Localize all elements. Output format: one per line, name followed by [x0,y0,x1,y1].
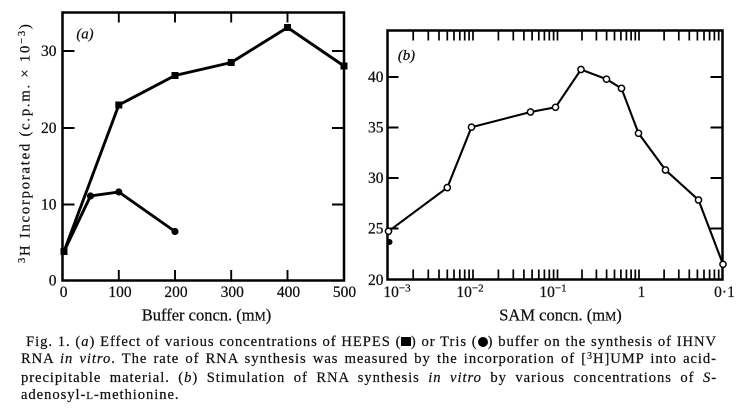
svg-text:30: 30 [368,170,384,187]
svg-text:500: 500 [333,284,357,301]
svg-text:0: 0 [49,273,57,290]
svg-text:Buffer concn. (mM): Buffer concn. (mM) [142,306,272,325]
svg-text:10−2: 10−2 [456,283,483,302]
svg-text:1: 1 [638,284,646,301]
svg-text:20: 20 [41,120,57,137]
svg-text:10: 10 [41,197,57,214]
svg-text:(b): (b) [398,48,415,64]
svg-text:400: 400 [277,284,301,301]
svg-text:0: 0 [60,284,68,301]
svg-text:25: 25 [368,221,384,238]
svg-text:10−3: 10−3 [383,283,411,302]
svg-text:0·1: 0·1 [714,284,735,301]
svg-text:(a): (a) [76,27,93,43]
svg-text:20: 20 [368,272,384,289]
svg-text:100: 100 [108,284,132,301]
svg-text:200: 200 [164,284,188,301]
svg-text:300: 300 [221,284,245,301]
svg-text:35: 35 [368,120,384,137]
svg-text:10−1: 10−1 [539,283,566,302]
svg-text:3H Incorporated (c.p.m. × 10−3: 3H Incorporated (c.p.m. × 10−3) [17,22,34,263]
svg-text:30: 30 [41,43,57,60]
svg-text:40: 40 [368,69,384,86]
svg-text:SAM concn. (mM): SAM concn. (mM) [499,306,622,325]
